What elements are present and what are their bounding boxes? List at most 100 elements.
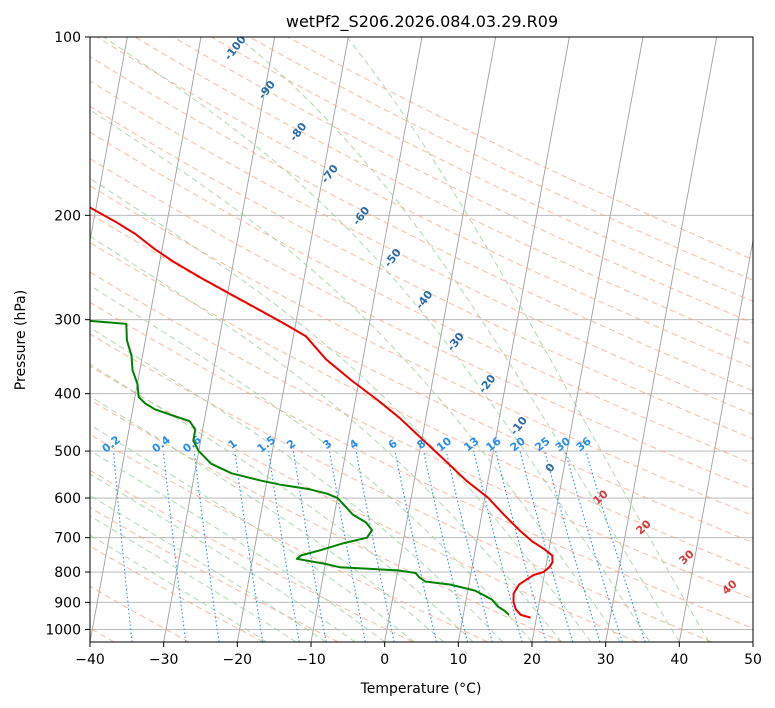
mixing-ratio-line	[519, 450, 574, 642]
x-tick-label: 10	[449, 652, 467, 668]
moist-adiabat-line	[90, 424, 415, 642]
moist-adiabat-line	[237, 37, 680, 642]
moist-adiabat-line	[90, 327, 503, 642]
y-tick-label: 400	[54, 387, 81, 403]
mixing-ratio-label: 3	[320, 437, 334, 452]
dry-adiabat-line	[211, 37, 753, 302]
mixing-ratio-line	[234, 451, 264, 642]
mixing-ratio-label: 6	[386, 437, 400, 452]
dry-adiabat-line	[96, 37, 753, 369]
moist-adiabat-label: 20	[634, 517, 654, 537]
moist-adiabat-label: 40	[720, 577, 740, 597]
profile-lines	[90, 206, 554, 619]
x-tick-label: 30	[597, 652, 615, 668]
dewpoint-line	[90, 319, 510, 616]
dry-adiabat-label: -30	[445, 330, 468, 354]
mixing-ratio-label: 1	[226, 437, 240, 452]
isotherm-line	[678, 237, 753, 642]
dry-adiabat-line	[90, 545, 264, 642]
x-tick-label: −40	[75, 652, 105, 668]
moist-adiabat-line	[90, 235, 562, 642]
mixing-ratio-line	[445, 450, 493, 642]
isotherm-line	[163, 37, 276, 642]
plot-frame	[89, 36, 754, 643]
mixing-ratio-line	[394, 450, 437, 642]
y-tick-label: 200	[54, 208, 81, 224]
moist-adiabat-line	[346, 37, 710, 642]
dry-adiabat-line	[287, 37, 753, 261]
x-axis: −40 −30 −20 −10 0 10 20 30 40 50	[75, 642, 762, 668]
moist-adiabat-line	[90, 494, 326, 642]
dry-adiabat-line	[90, 506, 339, 642]
mixing-ratio-label: 4	[347, 437, 361, 452]
chart-title: wetPf2_S206.2026.084.03.29.R09	[286, 12, 558, 32]
dry-adiabat-line	[90, 365, 638, 642]
dry-adiabat-line	[90, 55, 753, 392]
dry-adiabat-label: -60	[350, 204, 373, 228]
y-tick-label: 300	[54, 313, 81, 329]
isotherm-line	[90, 37, 128, 243]
moist-adiabat-line	[90, 395, 444, 642]
moist-adiabat-line	[103, 37, 651, 642]
dry-adiabat-line	[90, 333, 712, 642]
moist-adiabat-label: 10	[591, 487, 611, 507]
isotherm-line	[531, 37, 644, 642]
dry-adiabat-line	[90, 80, 753, 416]
dry-adiabat-label: -20	[476, 372, 499, 396]
temperature-line	[90, 206, 554, 619]
moist-adiabat-line	[90, 449, 386, 642]
x-tick-label: 0	[380, 652, 389, 668]
dry-adiabat-line	[90, 301, 753, 630]
dry-adiabat-label: 0	[543, 461, 558, 475]
moist-adiabat-line	[90, 473, 356, 642]
moist-adiabat-line	[90, 177, 592, 642]
y-tick-label: 1000	[45, 622, 81, 638]
isotherm-line	[90, 37, 202, 642]
mixing-ratio-line	[329, 451, 366, 642]
x-tick-label: −20	[223, 652, 253, 668]
dry-adiabat-line	[90, 105, 753, 440]
mixing-ratio-line	[495, 450, 547, 642]
x-axis-label: Temperature (°C)	[360, 681, 482, 697]
isotherm-line	[752, 639, 753, 642]
x-tick-label: −30	[149, 652, 179, 668]
line-labels: 0.1 0.2 0.4 0.6 1 1.5 2 3 4 6 8 10 13 16 20 25 30 36-100-…	[100, 37, 740, 597]
y-tick-label: 100	[54, 30, 81, 46]
mixing-ratio-line	[423, 450, 469, 642]
isotherm-line	[457, 37, 570, 642]
mixing-ratio-line	[564, 450, 623, 642]
dry-adiabat-label: -40	[413, 288, 436, 312]
x-tick-label: 20	[523, 652, 541, 668]
isotherm-line	[384, 37, 497, 642]
y-axis-label: Pressure (hPa)	[13, 290, 29, 390]
x-tick-label: 50	[744, 652, 762, 668]
dry-adiabat-line	[90, 433, 488, 642]
mixing-ratio-line	[585, 450, 646, 642]
moist-adiabat-line	[90, 534, 268, 642]
mixing-ratio-line	[112, 451, 133, 642]
isotherm-line	[605, 37, 718, 642]
dry-adiabat-line	[90, 399, 563, 642]
y-tick-label: 900	[54, 595, 81, 611]
mixing-ratio-line	[544, 450, 601, 642]
mixing-ratio-label: 2	[284, 437, 298, 452]
moist-adiabat-line	[90, 363, 474, 642]
x-tick-label: −10	[296, 652, 326, 668]
dry-adiabat-line	[90, 131, 753, 465]
y-tick-label: 500	[54, 444, 81, 460]
dry-adiabat-label: -50	[382, 246, 405, 270]
isotherm-line	[236, 37, 349, 642]
x-tick-label: 40	[670, 652, 688, 668]
mixing-ratio-line	[193, 451, 220, 642]
y-axis: 100 200 300 400 500 600 700 800 900 1000	[45, 30, 90, 638]
background-lines	[90, 37, 753, 642]
y-tick-label: 600	[54, 491, 81, 507]
dry-adiabat-label: -80	[287, 120, 310, 144]
mixing-ratio-line	[355, 451, 395, 642]
dry-adiabat-line	[90, 158, 753, 490]
dry-adiabat-line	[90, 241, 753, 571]
y-tick-label: 700	[54, 531, 81, 547]
y-tick-label: 800	[54, 565, 81, 581]
dry-adiabat-label: -90	[256, 78, 279, 102]
